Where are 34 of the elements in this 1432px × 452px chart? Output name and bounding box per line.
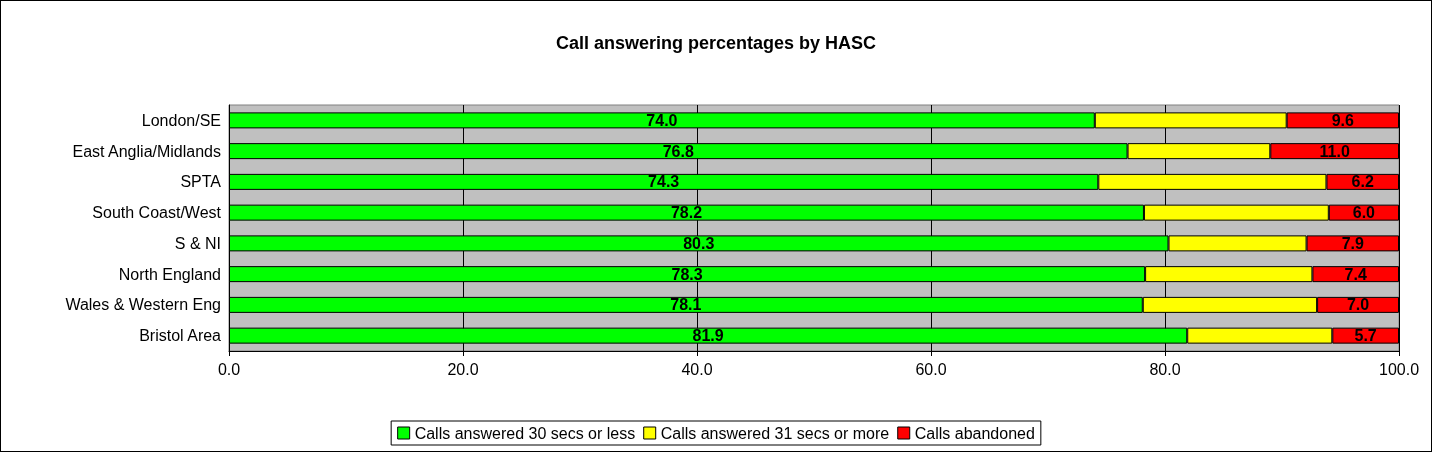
- x-tick-label: 40.0: [681, 360, 713, 378]
- y-tick-label: Wales & Western Eng: [65, 296, 221, 314]
- legend-label: Calls answered 30 secs or less: [414, 424, 636, 442]
- x-tick-label: 80.0: [1149, 360, 1181, 378]
- chart-title: Call answering percentages by HASC: [555, 33, 877, 53]
- y-tick-label: S & NI: [174, 234, 221, 252]
- data-label: 78.1: [670, 296, 702, 314]
- legend-label: Calls abandoned: [914, 424, 1035, 442]
- y-tick-label: SPTA: [180, 173, 222, 191]
- data-label: 80.3: [683, 234, 715, 252]
- data-label: 74.3: [648, 173, 680, 191]
- data-label: 6.0: [1352, 204, 1376, 222]
- y-tick-label: North England: [118, 265, 221, 283]
- x-tick-label: 100.0: [1378, 360, 1420, 378]
- x-tick-label: 60.0: [915, 360, 947, 378]
- y-tick-label: South Coast/West: [92, 204, 222, 222]
- y-tick-label: London/SE: [141, 111, 221, 129]
- data-label: 74.0: [646, 111, 678, 129]
- data-label: 7.9: [1341, 234, 1364, 252]
- data-label: 7.0: [1346, 296, 1370, 314]
- data-label: 11.0: [1319, 142, 1350, 160]
- y-tick-label: Bristol Area: [139, 327, 222, 345]
- x-tick-label: 20.0: [447, 360, 479, 378]
- data-label: 9.6: [1331, 111, 1355, 129]
- data-label: 81.9: [692, 327, 724, 345]
- data-label: 78.3: [671, 265, 703, 283]
- data-label: 76.8: [662, 142, 694, 160]
- legend-label: Calls answered 31 secs or more: [660, 424, 890, 442]
- data-label: 5.7: [1354, 327, 1377, 345]
- y-tick-label: East Anglia/Midlands: [72, 142, 221, 160]
- data-label: 78.2: [670, 204, 703, 222]
- data-label: 6.2: [1351, 173, 1374, 191]
- x-tick-label: 0.0: [217, 360, 241, 378]
- data-label: 7.4: [1344, 265, 1367, 283]
